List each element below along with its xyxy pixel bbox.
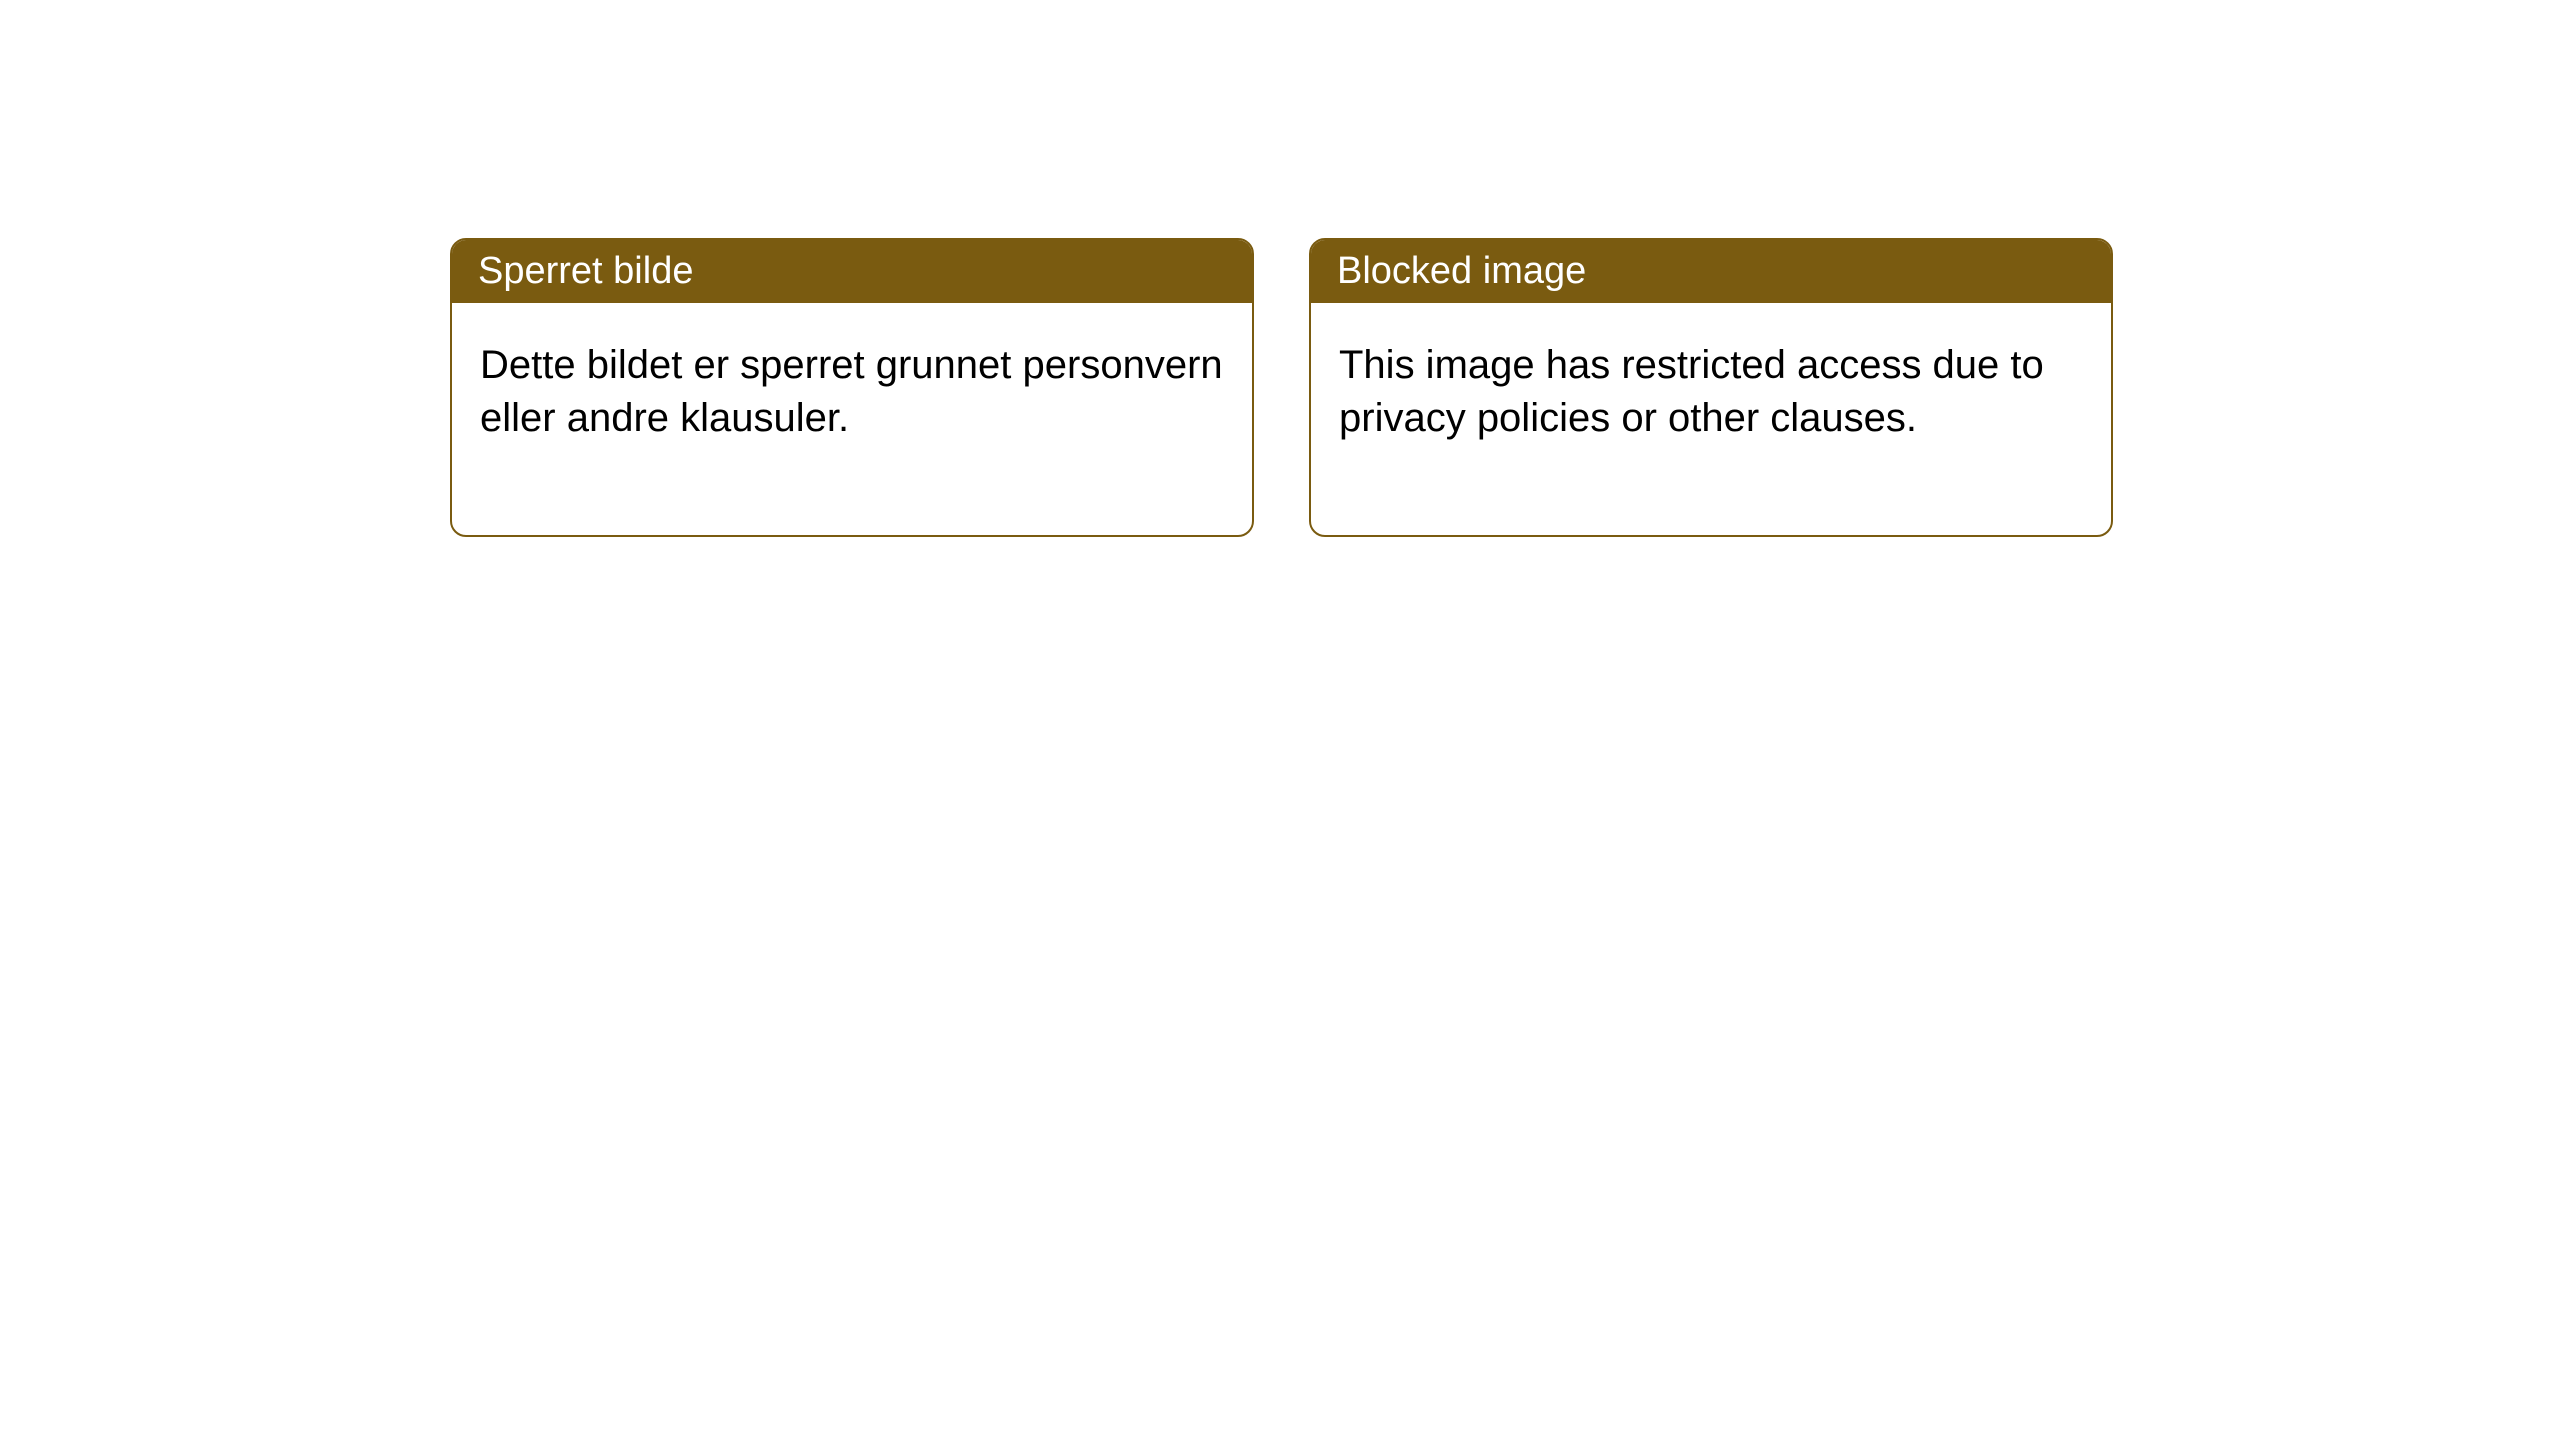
notice-card-norwegian: Sperret bilde Dette bildet er sperret gr… <box>450 238 1254 537</box>
notice-body: Dette bildet er sperret grunnet personve… <box>452 303 1252 535</box>
notice-card-english: Blocked image This image has restricted … <box>1309 238 2113 537</box>
notice-title: Blocked image <box>1337 250 1586 292</box>
notice-message: Dette bildet er sperret grunnet personve… <box>480 343 1223 440</box>
notice-header: Blocked image <box>1311 240 2111 303</box>
notice-container: Sperret bilde Dette bildet er sperret gr… <box>450 238 2113 537</box>
notice-title: Sperret bilde <box>478 250 693 292</box>
notice-message: This image has restricted access due to … <box>1339 343 2044 440</box>
notice-body: This image has restricted access due to … <box>1311 303 2111 535</box>
notice-header: Sperret bilde <box>452 240 1252 303</box>
